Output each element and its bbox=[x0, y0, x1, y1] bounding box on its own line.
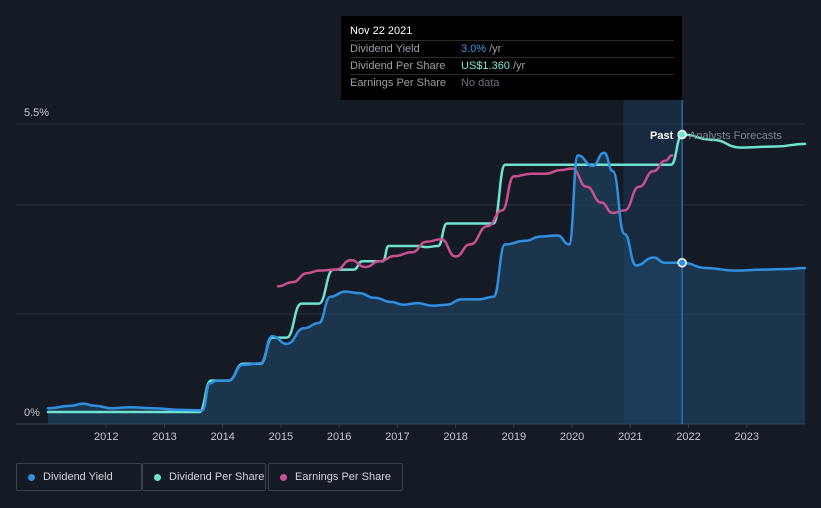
dividend-yield-line bbox=[46, 151, 807, 412]
x-tick-label: 2015 bbox=[269, 431, 293, 443]
x-tick-label: 2020 bbox=[560, 431, 584, 443]
x-tick-label: 2019 bbox=[502, 431, 526, 443]
legend-label: Earnings Per Share bbox=[295, 471, 391, 483]
legend-dot-icon bbox=[154, 473, 161, 481]
x-tick-label: 2018 bbox=[443, 431, 467, 443]
legend-label: Dividend Per Share bbox=[169, 471, 265, 483]
x-axis-ticks: 2012 2013 2014 2015 2016 2017 2018 2019 2020 2021… bbox=[94, 424, 759, 443]
tooltip-label: Dividend Per Share bbox=[350, 60, 446, 72]
x-tick-label: 2014 bbox=[210, 431, 234, 443]
tooltip-label: Earnings Per Share bbox=[350, 77, 446, 89]
tooltip-label: Dividend Yield bbox=[350, 43, 420, 55]
analysts-forecasts-label: Analysts Forecasts bbox=[689, 130, 782, 142]
tooltip-value-text: 3.0% bbox=[461, 43, 487, 55]
legend-dot-icon bbox=[280, 473, 287, 481]
tooltip-value: 3.0%/yr bbox=[461, 43, 501, 55]
y-axis-ticks: 5.5% 0% bbox=[24, 107, 49, 419]
tooltip-row-dividend-per-share: Dividend Per Share US$1.360/yr bbox=[350, 57, 674, 75]
dividend-yield-marker bbox=[677, 258, 687, 268]
tooltip-value: No data bbox=[461, 77, 500, 89]
x-tick-label: 2013 bbox=[152, 431, 176, 443]
tooltip-row-dividend-yield: Dividend Yield 3.0%/yr bbox=[350, 40, 674, 58]
earnings-per-share-line bbox=[276, 154, 674, 288]
legend-label: Dividend Yield bbox=[43, 471, 113, 483]
legend-dot-icon bbox=[28, 473, 35, 481]
tooltip-value-text: No data bbox=[461, 77, 500, 89]
x-tick-label: 2016 bbox=[327, 431, 351, 443]
x-tick-label: 2023 bbox=[735, 431, 759, 443]
y-tick-label: 0% bbox=[24, 407, 40, 419]
y-tick-label: 5.5% bbox=[24, 107, 49, 119]
legend-item-dividend-yield[interactable]: Dividend Yield bbox=[16, 463, 142, 491]
x-tick-label: 2012 bbox=[94, 431, 118, 443]
past-label: Past bbox=[650, 130, 674, 142]
x-tick-label: 2017 bbox=[385, 431, 409, 443]
tooltip-unit: /yr bbox=[512, 60, 526, 72]
x-tick-label: 2021 bbox=[618, 431, 642, 443]
legend-item-earnings-per-share[interactable]: Earnings Per Share bbox=[268, 463, 403, 491]
dividend-yield-area bbox=[48, 152, 805, 425]
tooltip: Nov 22 2021 Dividend Yield 3.0%/yr Divid… bbox=[341, 16, 682, 100]
tooltip-row-earnings-per-share: Earnings Per Share No data bbox=[350, 74, 674, 92]
x-tick-label: 2022 bbox=[676, 431, 700, 443]
legend-item-dividend-per-share[interactable]: Dividend Per Share bbox=[142, 463, 266, 491]
tooltip-date: Nov 22 2021 bbox=[350, 25, 413, 37]
tooltip-value-text: US$1.360 bbox=[461, 60, 510, 72]
dividend-per-share-marker bbox=[677, 129, 687, 140]
tooltip-unit: /yr bbox=[489, 43, 502, 55]
tooltip-value: US$1.360/yr bbox=[461, 60, 525, 72]
